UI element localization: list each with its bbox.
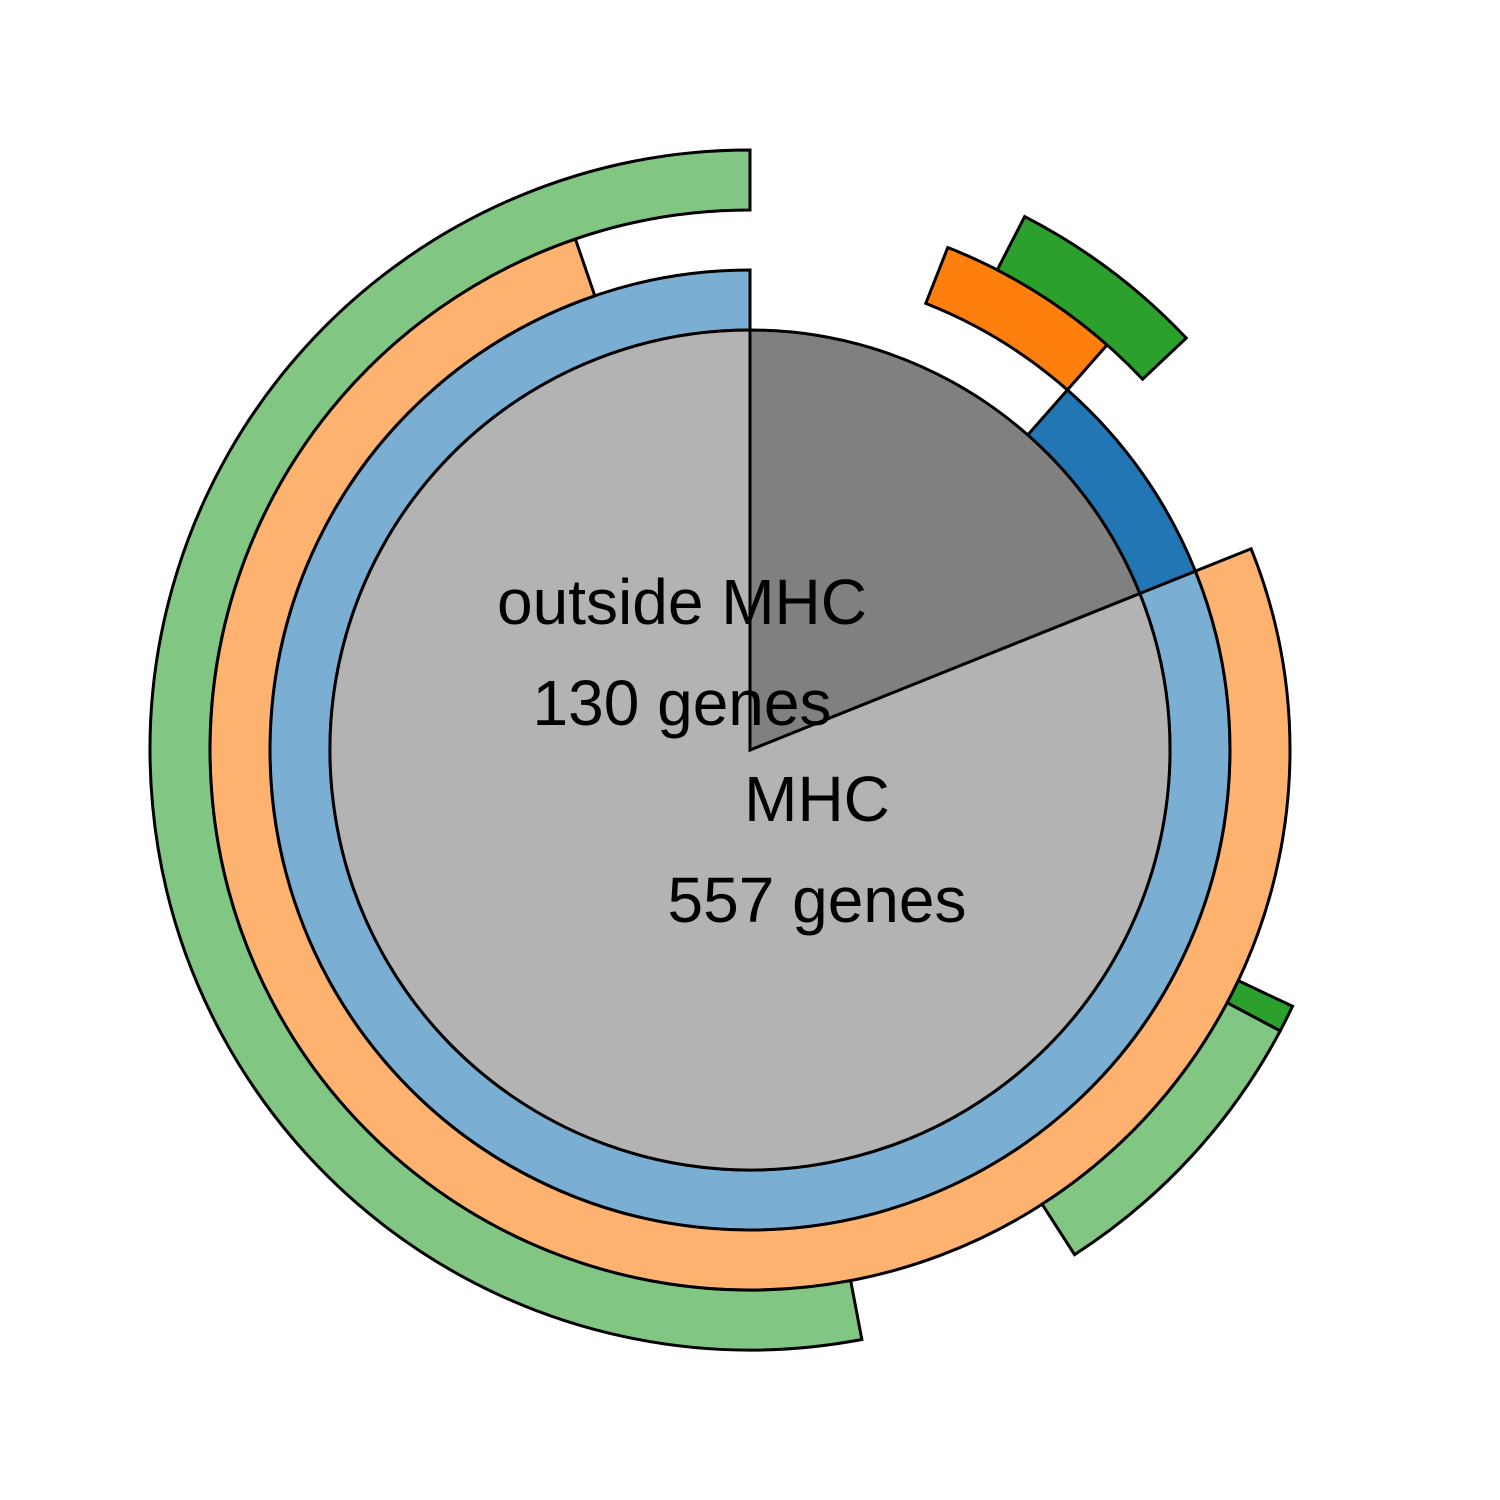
ring-3-segment-1-mhc xyxy=(148,148,864,1352)
label-outside-mhc: outside MHC xyxy=(497,566,867,638)
slice-labels: outside MHC 130 genes MHC 557 genes xyxy=(497,566,966,936)
ring-3-segment-7-outside-mhc xyxy=(995,214,1189,382)
ring-3-segment-4-mhc xyxy=(1225,978,1295,1033)
value-label-mhc: 557 genes xyxy=(668,864,967,936)
value-label-outside-mhc: 130 genes xyxy=(533,667,832,739)
label-mhc: MHC xyxy=(744,763,890,835)
pie-slice-outside-mhc xyxy=(748,328,1142,753)
outer-rings xyxy=(148,148,1295,1352)
center-pie xyxy=(328,328,1172,1172)
